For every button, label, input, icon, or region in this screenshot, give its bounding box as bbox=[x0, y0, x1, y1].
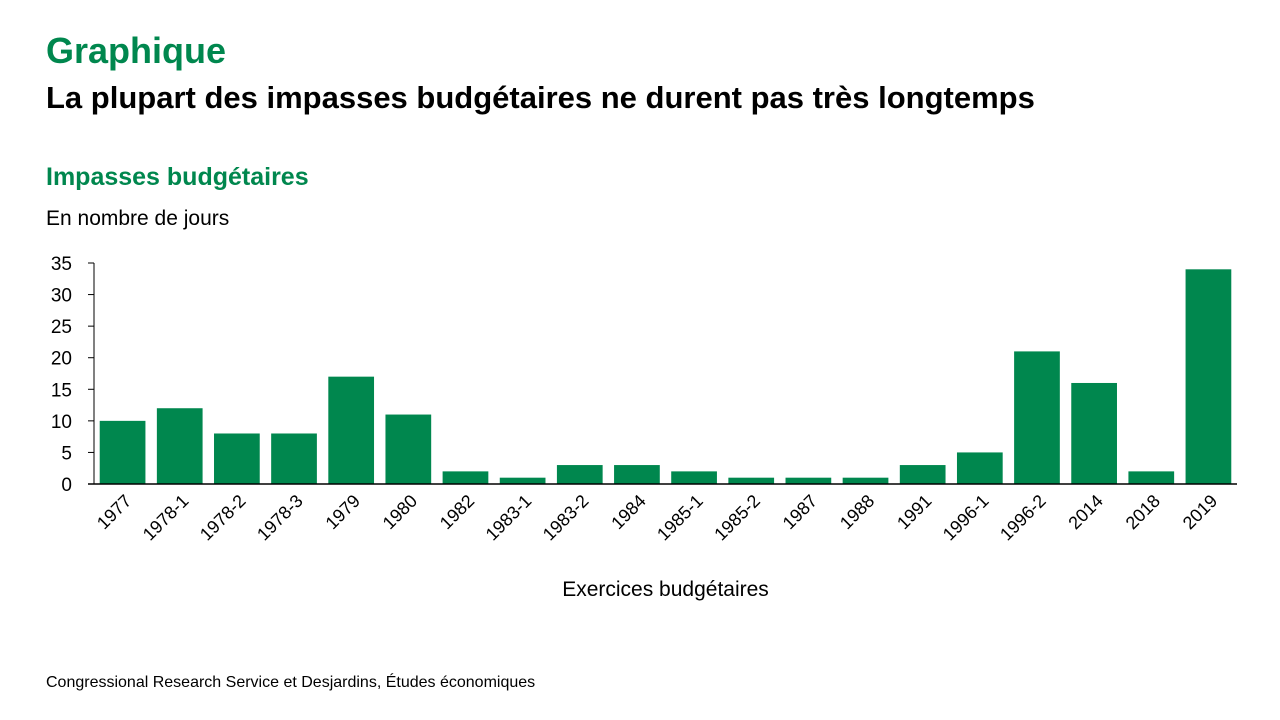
bar-1985-2 bbox=[728, 477, 775, 484]
bar-1983-2 bbox=[556, 465, 603, 484]
bar-1978-1 bbox=[156, 408, 203, 484]
x-tick-label: 1983-1 bbox=[482, 491, 536, 545]
x-axis-title: Exercices budgétaires bbox=[562, 578, 769, 601]
bar-1991 bbox=[899, 465, 946, 484]
bar-1978-3 bbox=[271, 433, 317, 484]
x-tick-label: 1988 bbox=[836, 491, 878, 533]
x-tick-label: 2018 bbox=[1122, 491, 1164, 533]
bar-1996-1 bbox=[956, 452, 1003, 484]
bar-2014 bbox=[1071, 382, 1117, 484]
bar-1979 bbox=[328, 376, 375, 484]
bar-1984 bbox=[614, 465, 660, 484]
y-tick-label: 10 bbox=[51, 412, 72, 433]
bar-1987 bbox=[785, 477, 832, 484]
x-tick-label: 1978-3 bbox=[253, 491, 307, 545]
x-tick-label: 1985-1 bbox=[653, 491, 707, 545]
y-tick-label: 0 bbox=[61, 475, 72, 496]
x-tick-label: 1983-2 bbox=[539, 491, 593, 545]
chart-title: Impasses budgétaires bbox=[46, 163, 309, 191]
y-tick-label: 25 bbox=[51, 317, 72, 338]
x-tick-label: 2014 bbox=[1064, 491, 1106, 533]
bar-2018 bbox=[1128, 471, 1175, 484]
bar-1978-2 bbox=[214, 433, 260, 484]
x-tick-label: 1991 bbox=[893, 491, 935, 533]
y-tick-label: 20 bbox=[51, 349, 72, 370]
bar-1980 bbox=[385, 414, 432, 484]
y-axis: 0 5 10 15 20 25 30 35 bbox=[51, 254, 95, 496]
x-tick-label: 1985-2 bbox=[710, 491, 764, 545]
y-tick-label: 35 bbox=[51, 254, 72, 275]
y-tick-label: 5 bbox=[61, 443, 72, 464]
bar-1983-1 bbox=[499, 477, 546, 484]
source-note: Congressional Research Service et Desjar… bbox=[46, 674, 536, 691]
x-tick-label: 1996-2 bbox=[996, 491, 1050, 545]
chart-unit-label: En nombre de jours bbox=[46, 207, 230, 230]
bar-1985-1 bbox=[671, 471, 717, 484]
bar-1988 bbox=[842, 477, 889, 484]
x-tick-label: 2019 bbox=[1179, 491, 1221, 533]
bar-1982 bbox=[442, 471, 489, 484]
x-tick-label: 1984 bbox=[607, 491, 649, 533]
x-axis: 1977 1978-1 1978-2 1978-3 1979 1980 1982 1983-1… bbox=[88, 483, 1237, 545]
bar-1977 bbox=[99, 420, 146, 484]
x-tick-label: 1987 bbox=[779, 491, 821, 533]
y-tick-label: 15 bbox=[51, 380, 72, 401]
x-tick-label: 1980 bbox=[379, 491, 421, 533]
x-tick-label: 1996-1 bbox=[939, 491, 993, 545]
page-title: La plupart des impasses budgétaires ne d… bbox=[46, 80, 1035, 115]
x-tick-label: 1978-1 bbox=[139, 491, 193, 545]
bar-2019 bbox=[1185, 269, 1232, 484]
x-tick-label: 1977 bbox=[93, 491, 135, 533]
x-tick-label: 1978-2 bbox=[196, 491, 250, 545]
x-tick-label: 1979 bbox=[322, 491, 364, 533]
x-tick-label: 1982 bbox=[436, 491, 478, 533]
y-tick-label: 30 bbox=[51, 286, 72, 307]
bars bbox=[99, 269, 1232, 484]
bar-1996-2 bbox=[1014, 351, 1060, 484]
chart-kicker: Graphique bbox=[46, 30, 227, 71]
